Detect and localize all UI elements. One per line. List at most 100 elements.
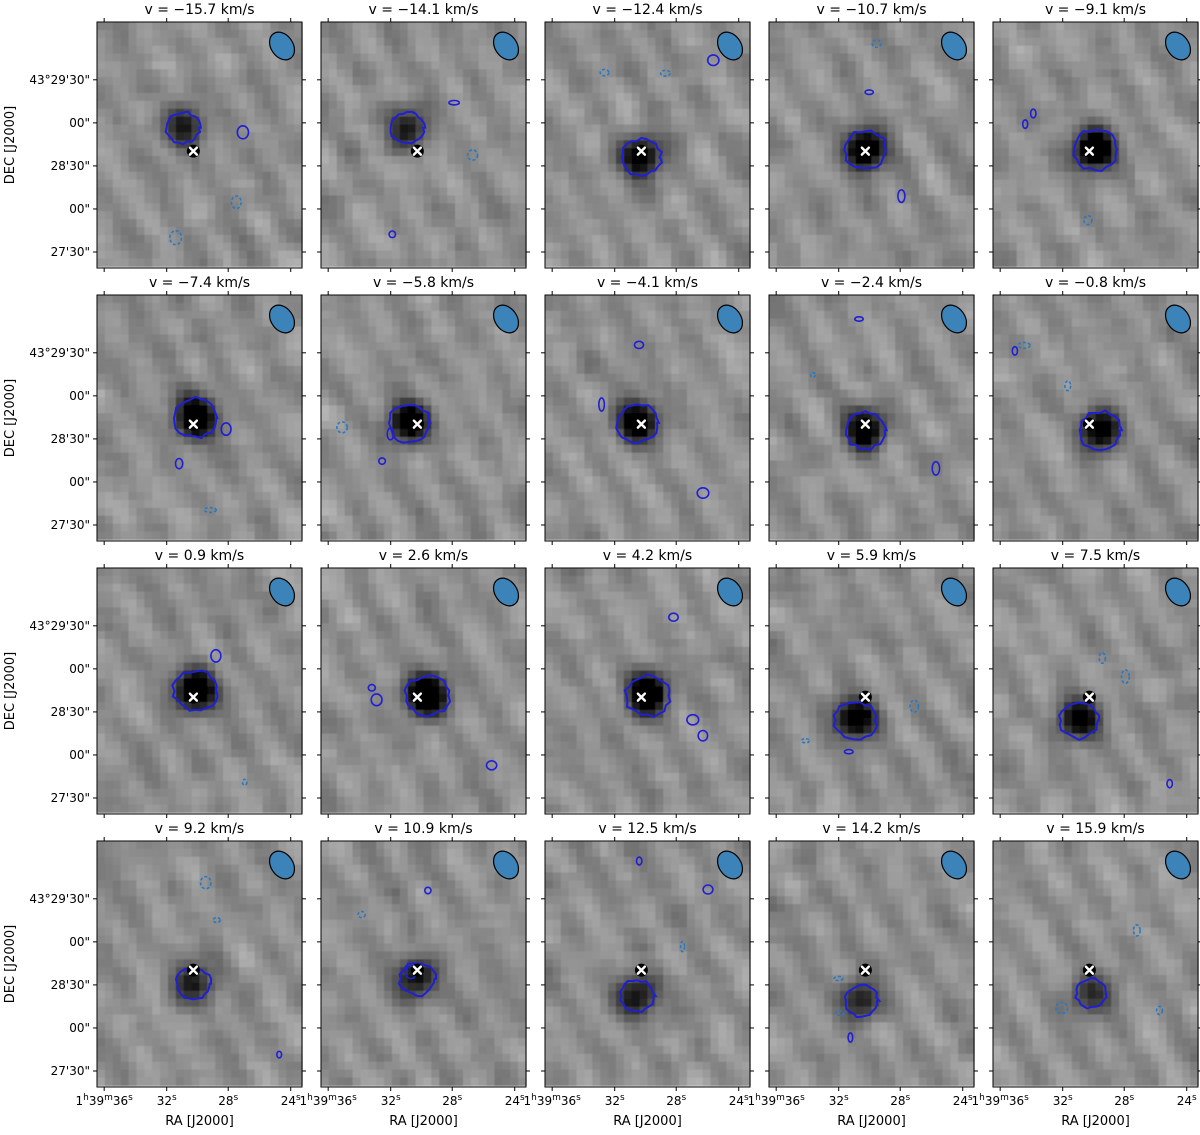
intensity-image bbox=[321, 22, 527, 268]
x-tick-label: 1h39m36s bbox=[75, 1093, 133, 1108]
noise-contour bbox=[897, 189, 906, 204]
panel-velocity-title: v = 0.9 km/s bbox=[155, 548, 244, 564]
intensity-image bbox=[97, 568, 303, 814]
emission-contour bbox=[1072, 128, 1119, 173]
x-tick-label: 24s bbox=[505, 1093, 525, 1108]
noise-contour bbox=[686, 713, 700, 726]
panel-frame bbox=[544, 840, 751, 1088]
beam-ellipse bbox=[1164, 31, 1192, 61]
emission-contour bbox=[845, 409, 889, 451]
noise-contour bbox=[697, 729, 709, 742]
emission-contour bbox=[387, 404, 432, 444]
beam-ellipse bbox=[940, 850, 968, 880]
beam-ellipse bbox=[716, 304, 744, 334]
source-marker-icon bbox=[410, 144, 424, 158]
panel-frame bbox=[96, 840, 303, 1088]
intensity-image bbox=[993, 22, 1199, 268]
panel-frame bbox=[544, 294, 751, 542]
x-tick-label: 32s bbox=[157, 1093, 177, 1108]
intensity-image bbox=[993, 568, 1199, 814]
noise-contour bbox=[370, 693, 383, 707]
negative-noise-contour bbox=[1132, 924, 1141, 937]
negative-noise-contour bbox=[212, 916, 221, 924]
x-tick-label: 1h39m36s bbox=[971, 1093, 1029, 1108]
noise-contour bbox=[174, 457, 184, 470]
y-tick-label: 28'30" bbox=[51, 159, 90, 173]
intensity-image bbox=[769, 841, 975, 1087]
beam-ellipse bbox=[716, 850, 744, 880]
y-tick-label: 28'30" bbox=[51, 432, 90, 446]
panel-frame bbox=[544, 21, 751, 269]
x-tick-label: 24s bbox=[953, 1093, 973, 1108]
negative-noise-contour bbox=[833, 975, 844, 982]
beam-ellipse bbox=[492, 31, 520, 61]
panel-velocity-title: v = 4.2 km/s bbox=[603, 548, 692, 564]
intensity-image bbox=[993, 841, 1199, 1087]
y-tick-label: 27'30" bbox=[51, 1064, 90, 1078]
panel-frame bbox=[768, 840, 975, 1088]
panel-velocity-title: v = 12.5 km/s bbox=[598, 821, 696, 837]
negative-noise-contour bbox=[241, 778, 248, 786]
y-tick-label: 00" bbox=[69, 935, 90, 949]
y-axis-label: DEC [J2000] bbox=[3, 652, 18, 731]
panels-layer bbox=[93, 18, 1200, 1091]
noise-contour bbox=[864, 89, 875, 96]
intensity-image bbox=[321, 568, 527, 814]
negative-noise-contour bbox=[169, 229, 183, 246]
noise-contour bbox=[853, 315, 864, 322]
y-tick-label: 43°29'30" bbox=[29, 346, 90, 360]
emission-contour bbox=[1073, 976, 1108, 1010]
beam-ellipse bbox=[1164, 850, 1192, 880]
noise-contour bbox=[388, 230, 397, 239]
noise-contour bbox=[378, 457, 387, 466]
channel-panel bbox=[317, 564, 530, 818]
panel-velocity-title: v = −0.8 km/s bbox=[1045, 275, 1146, 291]
source-marker-icon bbox=[186, 690, 200, 704]
beam-ellipse bbox=[268, 304, 296, 334]
noise-contour bbox=[633, 340, 645, 350]
source-marker-icon bbox=[634, 417, 648, 431]
x-axis-label: RA [J2000] bbox=[613, 1114, 682, 1129]
panel-frame bbox=[96, 567, 303, 815]
panel-velocity-title: v = −9.1 km/s bbox=[1045, 2, 1146, 18]
emission-contour bbox=[397, 962, 437, 998]
panel-velocity-title: v = 5.9 km/s bbox=[827, 548, 916, 564]
y-tick-label: 27'30" bbox=[51, 791, 90, 805]
noise-contour bbox=[931, 460, 941, 476]
intensity-image bbox=[545, 22, 751, 268]
panel-velocity-title: v = 10.9 km/s bbox=[374, 821, 472, 837]
panel-frame bbox=[992, 840, 1199, 1088]
noise-contour bbox=[276, 1050, 283, 1059]
panel-frame bbox=[320, 21, 527, 269]
noise-contour bbox=[635, 856, 643, 866]
source-marker-icon bbox=[858, 963, 872, 977]
panel-velocity-title: v = 9.2 km/s bbox=[155, 821, 244, 837]
panel-velocity-title: v = −4.1 km/s bbox=[597, 275, 698, 291]
y-tick-label: 00" bbox=[69, 389, 90, 403]
channel-panel bbox=[765, 18, 978, 272]
source-marker-icon bbox=[186, 417, 200, 431]
noise-contour bbox=[597, 397, 606, 412]
noise-contour bbox=[702, 884, 714, 895]
emission-contour bbox=[1057, 701, 1101, 742]
emission-contour bbox=[174, 965, 213, 1001]
beam-ellipse bbox=[268, 577, 296, 607]
x-tick-label: 24s bbox=[1177, 1093, 1197, 1108]
beam-ellipse bbox=[940, 304, 968, 334]
x-tick-label: 28s bbox=[1114, 1093, 1134, 1108]
x-tick-label: 1h39m36s bbox=[299, 1093, 357, 1108]
noise-contour bbox=[210, 648, 222, 663]
noise-contour bbox=[667, 612, 679, 623]
x-tick-label: 1h39m36s bbox=[747, 1093, 805, 1108]
x-tick-label: 24s bbox=[729, 1093, 749, 1108]
channel-panel bbox=[765, 564, 978, 818]
panel-velocity-title: v = −5.8 km/s bbox=[373, 275, 474, 291]
panel-velocity-title: v = −7.4 km/s bbox=[149, 275, 250, 291]
emission-contour bbox=[389, 110, 427, 145]
y-tick-label: 00" bbox=[69, 116, 90, 130]
negative-noise-contour bbox=[871, 39, 882, 49]
panel-velocity-title: v = 14.2 km/s bbox=[822, 821, 920, 837]
y-tick-label: 00" bbox=[69, 202, 90, 216]
source-marker-icon bbox=[410, 963, 424, 977]
